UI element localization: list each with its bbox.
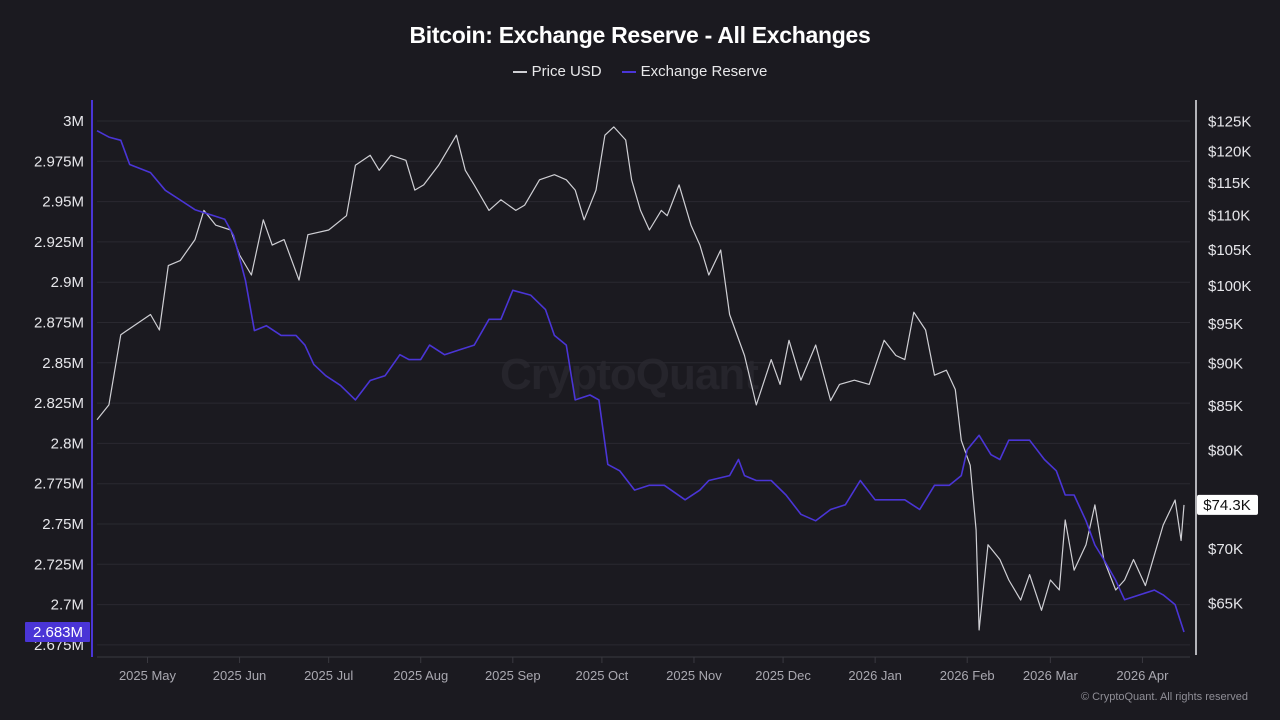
current-reserve-label: 2.683M: [33, 624, 83, 641]
left-tick-label: 2.8M: [51, 435, 84, 452]
x-tick-label: 2025 Sep: [485, 668, 541, 683]
price-swatch-icon: [512, 70, 527, 73]
left-tick-label: 2.875M: [34, 315, 84, 332]
x-tick-label: 2026 Mar: [1023, 668, 1079, 683]
reserve-swatch-icon: [621, 70, 636, 73]
right-tick-label: $95K: [1208, 316, 1243, 333]
right-tick-label: $115K: [1208, 175, 1250, 192]
watermark: CryptoQuant: [500, 350, 759, 399]
right-tick-label: $100K: [1208, 278, 1251, 295]
right-tick-label: $70K: [1208, 541, 1243, 558]
legend-item-reserve[interactable]: Exchange Reserve: [621, 63, 768, 80]
left-tick-label: 2.775M: [34, 476, 84, 493]
legend-label: Exchange Reserve: [640, 63, 768, 80]
exchange-reserve-line: [96, 129, 1185, 633]
x-tick-label: 2026 Jan: [848, 668, 902, 683]
chart-title: Bitcoin: Exchange Reserve - All Exchange…: [409, 22, 871, 48]
left-tick-label: 2.7M: [51, 597, 84, 614]
left-tick-label: 2.975M: [34, 153, 84, 170]
left-tick-label: 2.725M: [34, 556, 84, 573]
x-tick-label: 2025 Aug: [393, 668, 448, 683]
right-tick-label: $105K: [1208, 242, 1251, 259]
x-tick-label: 2026 Feb: [940, 668, 995, 683]
legend: Price USD Exchange Reserve: [0, 63, 1280, 80]
right-tick-label: $80K: [1208, 442, 1243, 459]
right-tick-label: $120K: [1208, 144, 1251, 161]
left-tick-label: 3M: [63, 113, 84, 130]
legend-item-price[interactable]: Price USD: [512, 63, 602, 80]
current-reserve-badge: [25, 622, 90, 643]
x-tick-label: 2025 Jul: [304, 668, 353, 683]
right-tick-label: $85K: [1208, 398, 1243, 415]
left-tick-label: 2.825M: [34, 395, 84, 412]
x-tick-label: 2026 Apr: [1116, 668, 1169, 683]
x-tick-label: 2025 Jun: [213, 668, 267, 683]
current-price-label: $74.3K: [1203, 497, 1251, 514]
x-tick-label: 2025 Nov: [666, 668, 722, 683]
right-tick-label: $125K: [1208, 114, 1251, 131]
left-tick-label: 2.75M: [42, 516, 84, 533]
x-tick-label: 2025 Oct: [576, 668, 629, 683]
left-tick-label: 2.9M: [51, 274, 84, 291]
x-tick-label: 2025 Dec: [755, 668, 811, 683]
price-usd-line: [96, 126, 1185, 631]
legend-label: Price USD: [531, 63, 602, 80]
right-tick-label: $90K: [1208, 356, 1243, 373]
left-tick-label: 2.925M: [34, 234, 84, 251]
right-tick-label: $65K: [1208, 595, 1243, 612]
x-tick-label: 2025 May: [119, 668, 177, 683]
left-tick-label: 2.95M: [42, 194, 84, 211]
current-price-badge: [1197, 494, 1258, 515]
right-tick-label: $110K: [1208, 208, 1250, 225]
copyright: © CryptoQuant. All rights reserved: [1080, 691, 1248, 703]
left-tick-label: 2.85M: [42, 355, 84, 372]
